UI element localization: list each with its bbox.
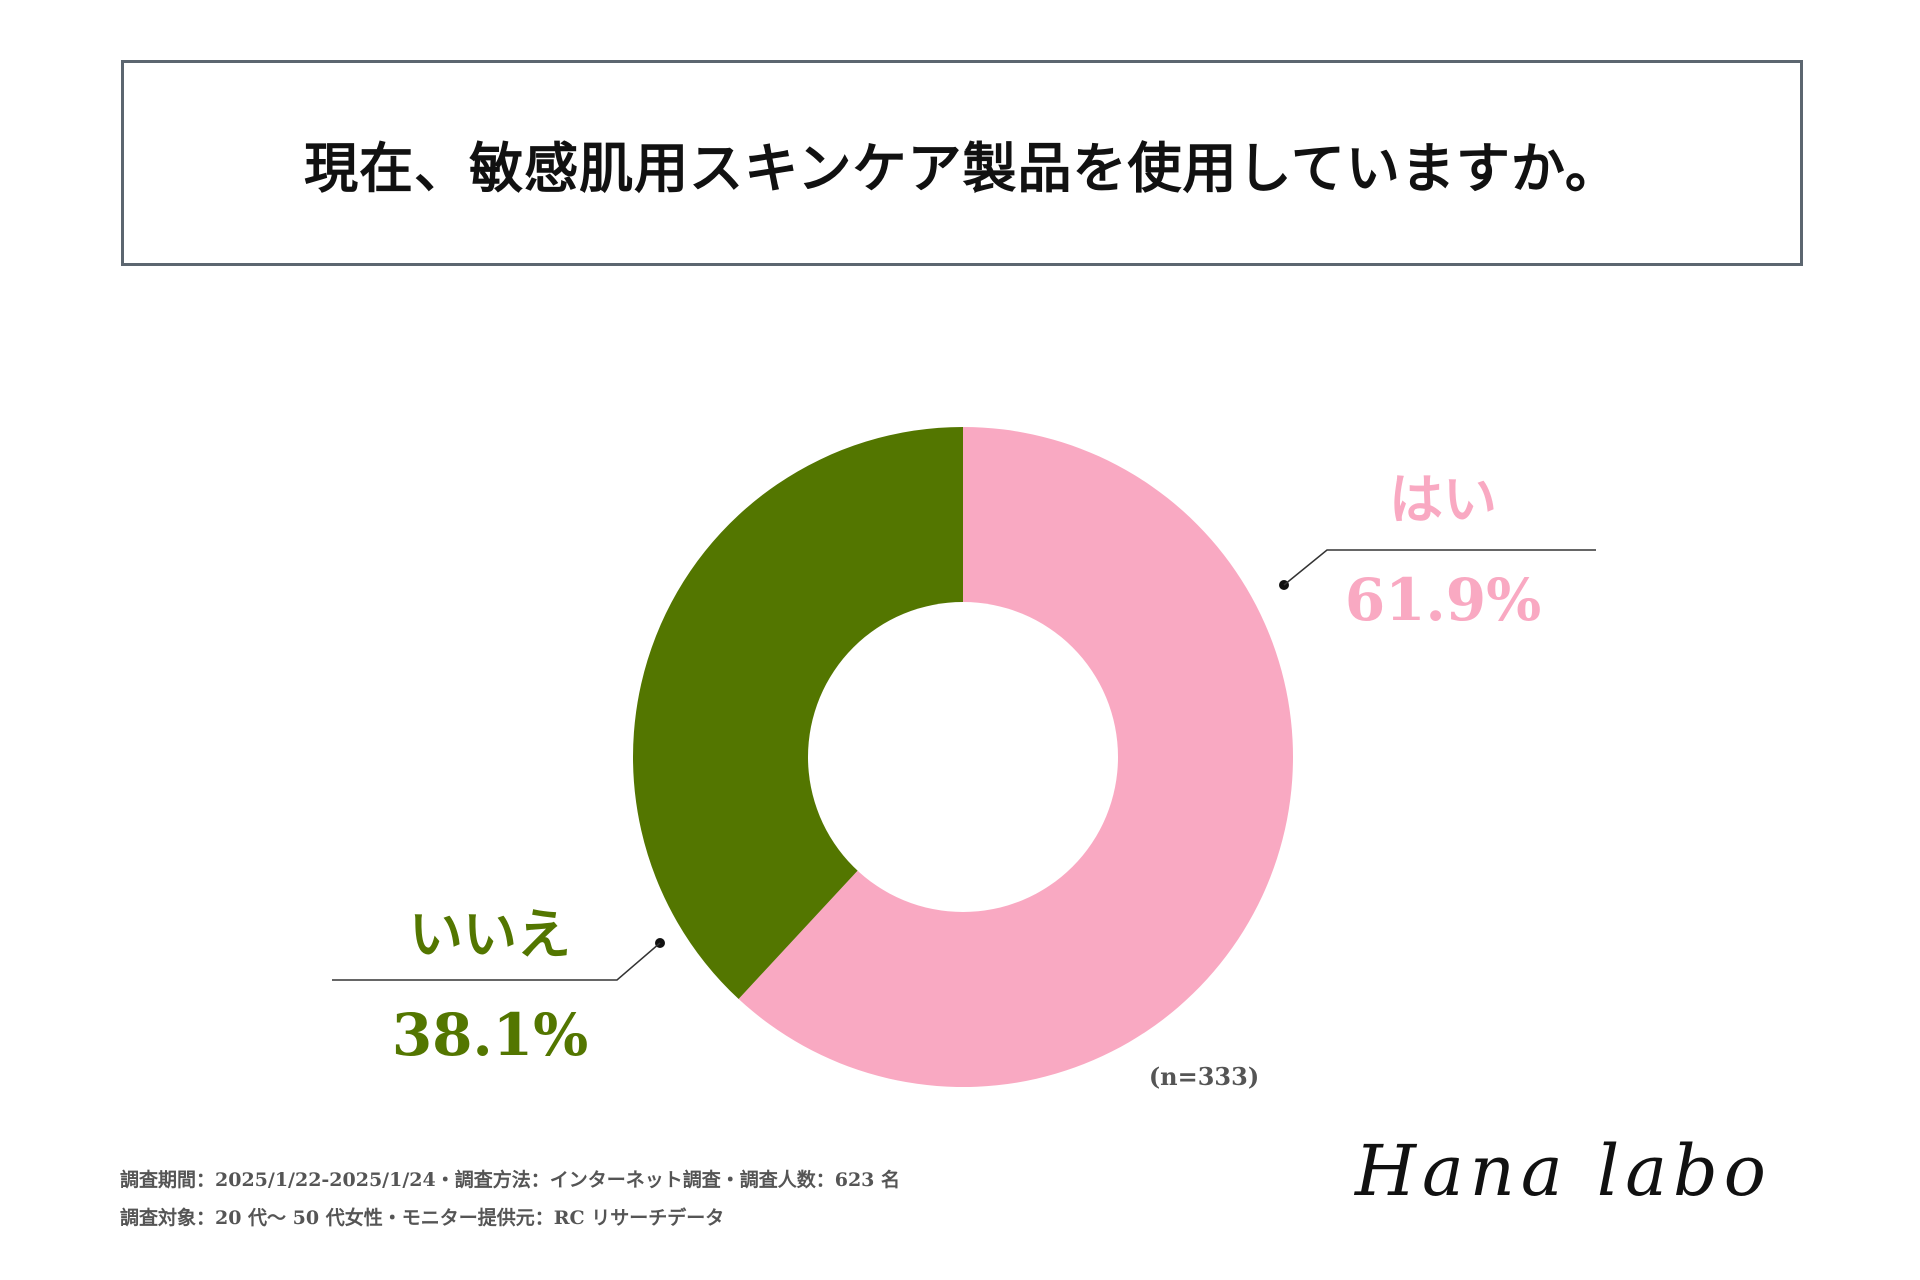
value-label-yes: 61.9% xyxy=(1345,566,1541,634)
slice-no xyxy=(633,427,963,999)
footnote-survey-target: 調査対象：20 代〜 50 代女性・モニター提供元：RC リサーチデータ xyxy=(120,1207,725,1229)
leader-line-yes xyxy=(1279,549,1596,590)
title-box: 現在、敏感肌用スキンケア製品を使用していますか。 xyxy=(121,60,1803,266)
hana-labo-logo: Hana labo xyxy=(1355,1130,1772,1212)
donut-hole xyxy=(808,602,1118,912)
category-label-yes: はい xyxy=(1389,467,1497,531)
sample-size-note: (n=333) xyxy=(1149,1062,1259,1091)
value-label-no: 38.1% xyxy=(392,1001,588,1069)
page-title: 現在、敏感肌用スキンケア製品を使用していますか。 xyxy=(304,135,1620,200)
leader-line-no xyxy=(332,938,665,981)
category-label-no: いいえ xyxy=(409,902,571,966)
footnote-survey-period: 調査期間：2025/1/22-2025/1/24・調査方法：インターネット調査・… xyxy=(120,1169,901,1191)
